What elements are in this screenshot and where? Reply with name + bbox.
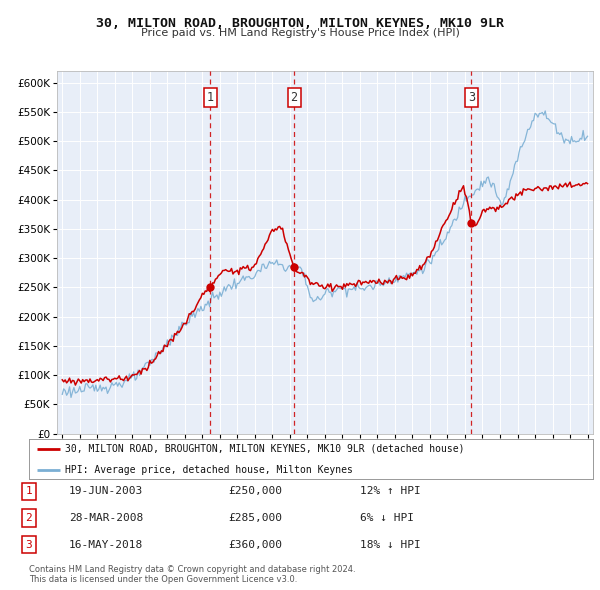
Text: 2: 2	[290, 91, 298, 104]
Text: 19-JUN-2003: 19-JUN-2003	[69, 487, 143, 496]
Text: £285,000: £285,000	[228, 513, 282, 523]
Text: 16-MAY-2018: 16-MAY-2018	[69, 540, 143, 549]
Text: 1: 1	[25, 487, 32, 496]
Text: HPI: Average price, detached house, Milton Keynes: HPI: Average price, detached house, Milt…	[65, 466, 353, 476]
Text: Price paid vs. HM Land Registry's House Price Index (HPI): Price paid vs. HM Land Registry's House …	[140, 28, 460, 38]
Text: 18% ↓ HPI: 18% ↓ HPI	[360, 540, 421, 549]
Text: 30, MILTON ROAD, BROUGHTON, MILTON KEYNES, MK10 9LR: 30, MILTON ROAD, BROUGHTON, MILTON KEYNE…	[96, 17, 504, 30]
Text: This data is licensed under the Open Government Licence v3.0.: This data is licensed under the Open Gov…	[29, 575, 297, 584]
Text: 28-MAR-2008: 28-MAR-2008	[69, 513, 143, 523]
Text: 1: 1	[207, 91, 214, 104]
Text: £250,000: £250,000	[228, 487, 282, 496]
Text: 12% ↑ HPI: 12% ↑ HPI	[360, 487, 421, 496]
Text: £360,000: £360,000	[228, 540, 282, 549]
Text: 2: 2	[25, 513, 32, 523]
Text: 3: 3	[25, 540, 32, 549]
Text: 6% ↓ HPI: 6% ↓ HPI	[360, 513, 414, 523]
Text: Contains HM Land Registry data © Crown copyright and database right 2024.: Contains HM Land Registry data © Crown c…	[29, 565, 355, 574]
Text: 3: 3	[468, 91, 475, 104]
Text: 30, MILTON ROAD, BROUGHTON, MILTON KEYNES, MK10 9LR (detached house): 30, MILTON ROAD, BROUGHTON, MILTON KEYNE…	[65, 444, 465, 454]
